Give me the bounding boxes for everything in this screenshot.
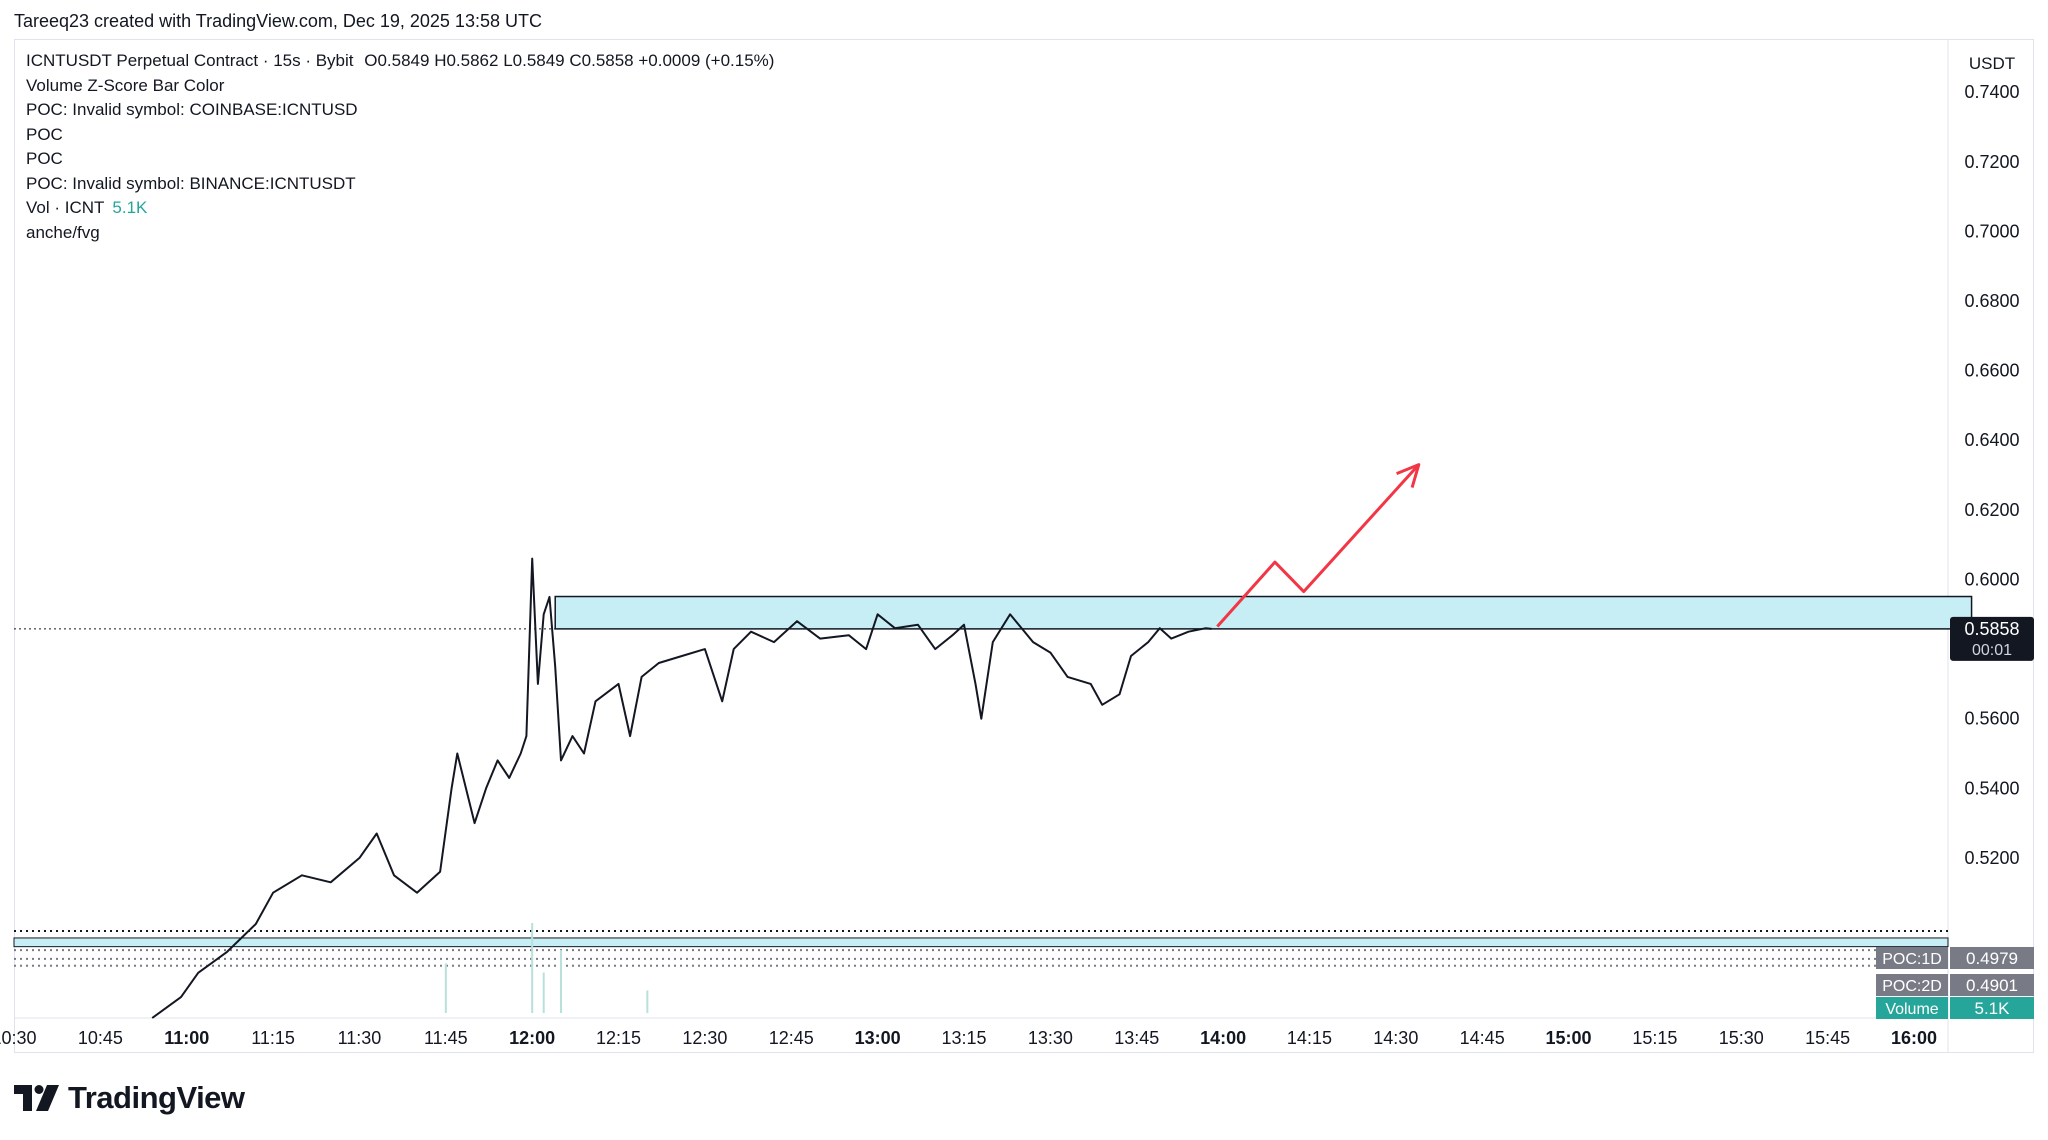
time-axis-tick-label: 13:45 [1114,1028,1159,1048]
price-label-tag: Volume [1885,1001,1938,1018]
time-axis-tick-label: 15:00 [1546,1028,1592,1048]
price-axis-tick-label: 0.5600 [1964,709,2019,729]
last-price-label-bg [1950,616,2034,661]
time-axis-tick-label: 10:30 [0,1028,37,1048]
price-label-value: 0.4979 [1966,949,2018,968]
volume-legend-label: Vol · ICNT [26,198,105,217]
time-axis-tick-label: 10:45 [78,1028,123,1048]
chart-frame [14,39,2034,1053]
volume-spike-bar [542,972,545,1013]
time-axis-tick-label: 13:30 [1028,1028,1073,1048]
price-axis-tick-label: 0.6600 [1964,361,2019,381]
indicator-legend-row[interactable]: Volume Z-Score Bar Color [26,75,225,95]
price-label-tag: POC:1D [1882,951,1942,968]
last-price-value: 0.5858 [1964,619,2019,639]
time-axis-tick-label: 12:15 [596,1028,641,1048]
time-axis-tick-label: 16:00 [1891,1028,1937,1048]
chart-credit: Tareeq23 created with TradingView.com, D… [14,11,542,31]
time-axis-tick-label: 11:00 [164,1028,209,1048]
symbol-title: ICNTUSDT Perpetual Contract · 15s · Bybi… [26,51,354,70]
time-axis-tick-label: 15:45 [1805,1028,1850,1048]
indicator-legend-row[interactable]: POC: Invalid symbol: BINANCE:ICNTUSDT [26,173,356,193]
volume-spike-bar [646,990,649,1013]
time-axis-tick-label: 14:30 [1373,1028,1418,1048]
price-label-tag-bg [1876,974,1948,996]
price-label-value-bg [1950,997,2034,1019]
resistance-zone[interactable] [554,595,1973,630]
time-axis-tick-label: 11:30 [338,1028,382,1048]
tradingview-wordmark: TradingView [68,1080,245,1115]
tradingview-logo-icon [14,1085,59,1111]
price-axis-tick-label: 0.7400 [1964,82,2019,102]
bar-countdown: 00:01 [1972,642,2012,659]
time-axis-tick-label: 14:15 [1287,1028,1332,1048]
ohlc-values: O0.5849 H0.5862 L0.5849 C0.5858 +0.0009 … [364,51,775,70]
time-axis-tick-label: 14:45 [1460,1028,1505,1048]
lower-band-zone [13,937,1949,948]
time-axis-tick-label: 15:30 [1719,1028,1764,1048]
time-axis-tick-label: 12:45 [769,1028,814,1048]
projection-arrow[interactable] [1216,463,1420,628]
time-axis-tick-label: 14:00 [1200,1028,1246,1048]
price-series-line[interactable] [151,557,1212,1019]
price-label-tag-bg [1876,997,1948,1019]
indicator-legend-row[interactable]: POC [26,149,63,168]
time-axis-tick-label: 15:15 [1632,1028,1677,1048]
price-label-tag-bg [1876,947,1948,969]
price-axis-tick-label: 0.5200 [1964,848,2019,868]
chart-legend: ICNTUSDT Perpetual Contract · 15s · Bybi… [26,49,774,245]
price-axis-tick-label: 0.6800 [1964,291,2019,311]
volume-legend-value: 5.1K [112,198,148,217]
price-axis-tick-label: 0.7000 [1964,221,2019,241]
symbol-legend-row[interactable]: ICNTUSDT Perpetual Contract · 15s · Bybi… [26,49,774,74]
price-axis-tick-label: 0.6000 [1964,569,2019,589]
tradingview-logo[interactable]: TradingView [14,1080,245,1116]
price-axis-tick-label: 0.6400 [1964,430,2019,450]
indicator-legend-row[interactable]: anche/fvg [26,222,100,242]
price-label-value-bg [1950,974,2034,996]
price-label-tag: POC:2D [1882,978,1942,995]
time-axis-tick-label: 12:30 [682,1028,727,1048]
time-axis-tick-label: 13:15 [941,1028,986,1048]
price-axis-tick-label: 0.6200 [1964,500,2019,520]
price-label-value-bg [1950,947,2034,969]
price-label-value: 5.1K [1975,999,2011,1018]
price-axis-tick-label: 0.5400 [1964,778,2019,798]
volume-spike-bar [531,923,534,1013]
time-axis-tick-label: 11:45 [424,1028,468,1048]
volume-spike-bar [444,963,447,1013]
price-label-value: 0.4901 [1966,976,2018,995]
time-axis-tick-label: 12:00 [509,1028,555,1048]
volume-spike-bar [559,950,562,1013]
price-axis-currency[interactable]: USDT [1969,54,2015,73]
indicator-legend-row[interactable]: POC: Invalid symbol: COINBASE:ICNTUSD [26,100,358,119]
time-axis-tick-label: 13:00 [855,1028,901,1048]
volume-legend-row[interactable]: Vol · ICNT 5.1K [26,196,774,221]
projection-arrow-head [1396,463,1421,489]
time-axis-tick-label: 11:15 [251,1028,295,1048]
price-axis-tick-label: 0.7200 [1964,152,2019,172]
indicator-legend-row[interactable]: POC [26,124,63,144]
